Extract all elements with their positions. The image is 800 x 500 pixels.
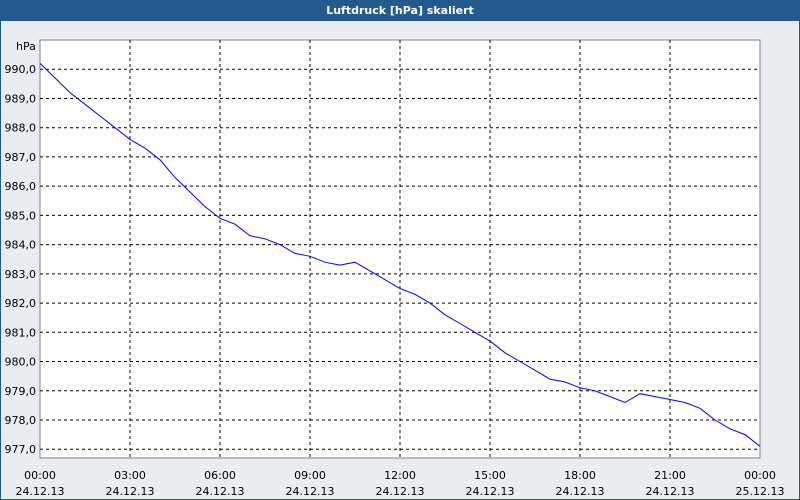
x-tick-time: 15:00 xyxy=(474,469,506,482)
chart-title: Luftdruck [hPa] skaliert xyxy=(1,1,799,21)
y-tick-label: 984,0 xyxy=(5,239,37,252)
x-tick-time: 00:00 xyxy=(744,469,776,482)
x-tick-date: 25.12.13 xyxy=(736,485,785,498)
x-tick-time: 06:00 xyxy=(204,469,236,482)
x-tick-date: 24.12.13 xyxy=(376,485,425,498)
y-axis-ticks: 977,0 978,0 979,0 980,0 981,0 982,0 983,0 984,0… xyxy=(5,63,37,456)
x-tick-date: 24.12.13 xyxy=(646,485,695,498)
x-tick-time: 12:00 xyxy=(384,469,416,482)
y-tick-label: 989,0 xyxy=(5,92,37,105)
grid-lines xyxy=(40,40,760,458)
x-tick-date: 24.12.13 xyxy=(466,485,515,498)
y-axis-label: hPa xyxy=(16,40,36,53)
series-layer xyxy=(39,63,761,447)
y-tick-label: 985,0 xyxy=(5,209,37,222)
x-tick-time: 00:00 xyxy=(24,469,56,482)
x-tick-date: 24.12.13 xyxy=(556,485,605,498)
x-tick-date: 24.12.13 xyxy=(286,485,335,498)
x-tick-time: 09:00 xyxy=(294,469,326,482)
y-tick-label: 986,0 xyxy=(5,180,37,193)
y-tick-label: 977,0 xyxy=(5,443,37,456)
y-tick-label: 980,0 xyxy=(5,356,37,369)
x-tick-time: 18:00 xyxy=(564,469,596,482)
y-tick-label: 981,0 xyxy=(5,326,37,339)
y-tick-label: 979,0 xyxy=(5,385,37,398)
y-tick-label: 990,0 xyxy=(5,63,37,76)
series-line xyxy=(39,63,761,447)
y-tick-label: 983,0 xyxy=(5,268,37,281)
x-tick-time: 03:00 xyxy=(114,469,146,482)
y-tick-label: 987,0 xyxy=(5,151,37,164)
x-tick-time: 21:00 xyxy=(654,469,686,482)
y-tick-label: 988,0 xyxy=(5,122,37,135)
x-tick-date: 24.12.13 xyxy=(16,485,65,498)
x-axis-ticks: 00:00 24.12.13 03:00 24.12.13 06:00 24.12.13 0… xyxy=(16,469,785,498)
x-tick-date: 24.12.13 xyxy=(196,485,245,498)
x-tick-date: 24.12.13 xyxy=(106,485,155,498)
y-tick-label: 978,0 xyxy=(5,414,37,427)
y-tick-label: 982,0 xyxy=(5,297,37,310)
